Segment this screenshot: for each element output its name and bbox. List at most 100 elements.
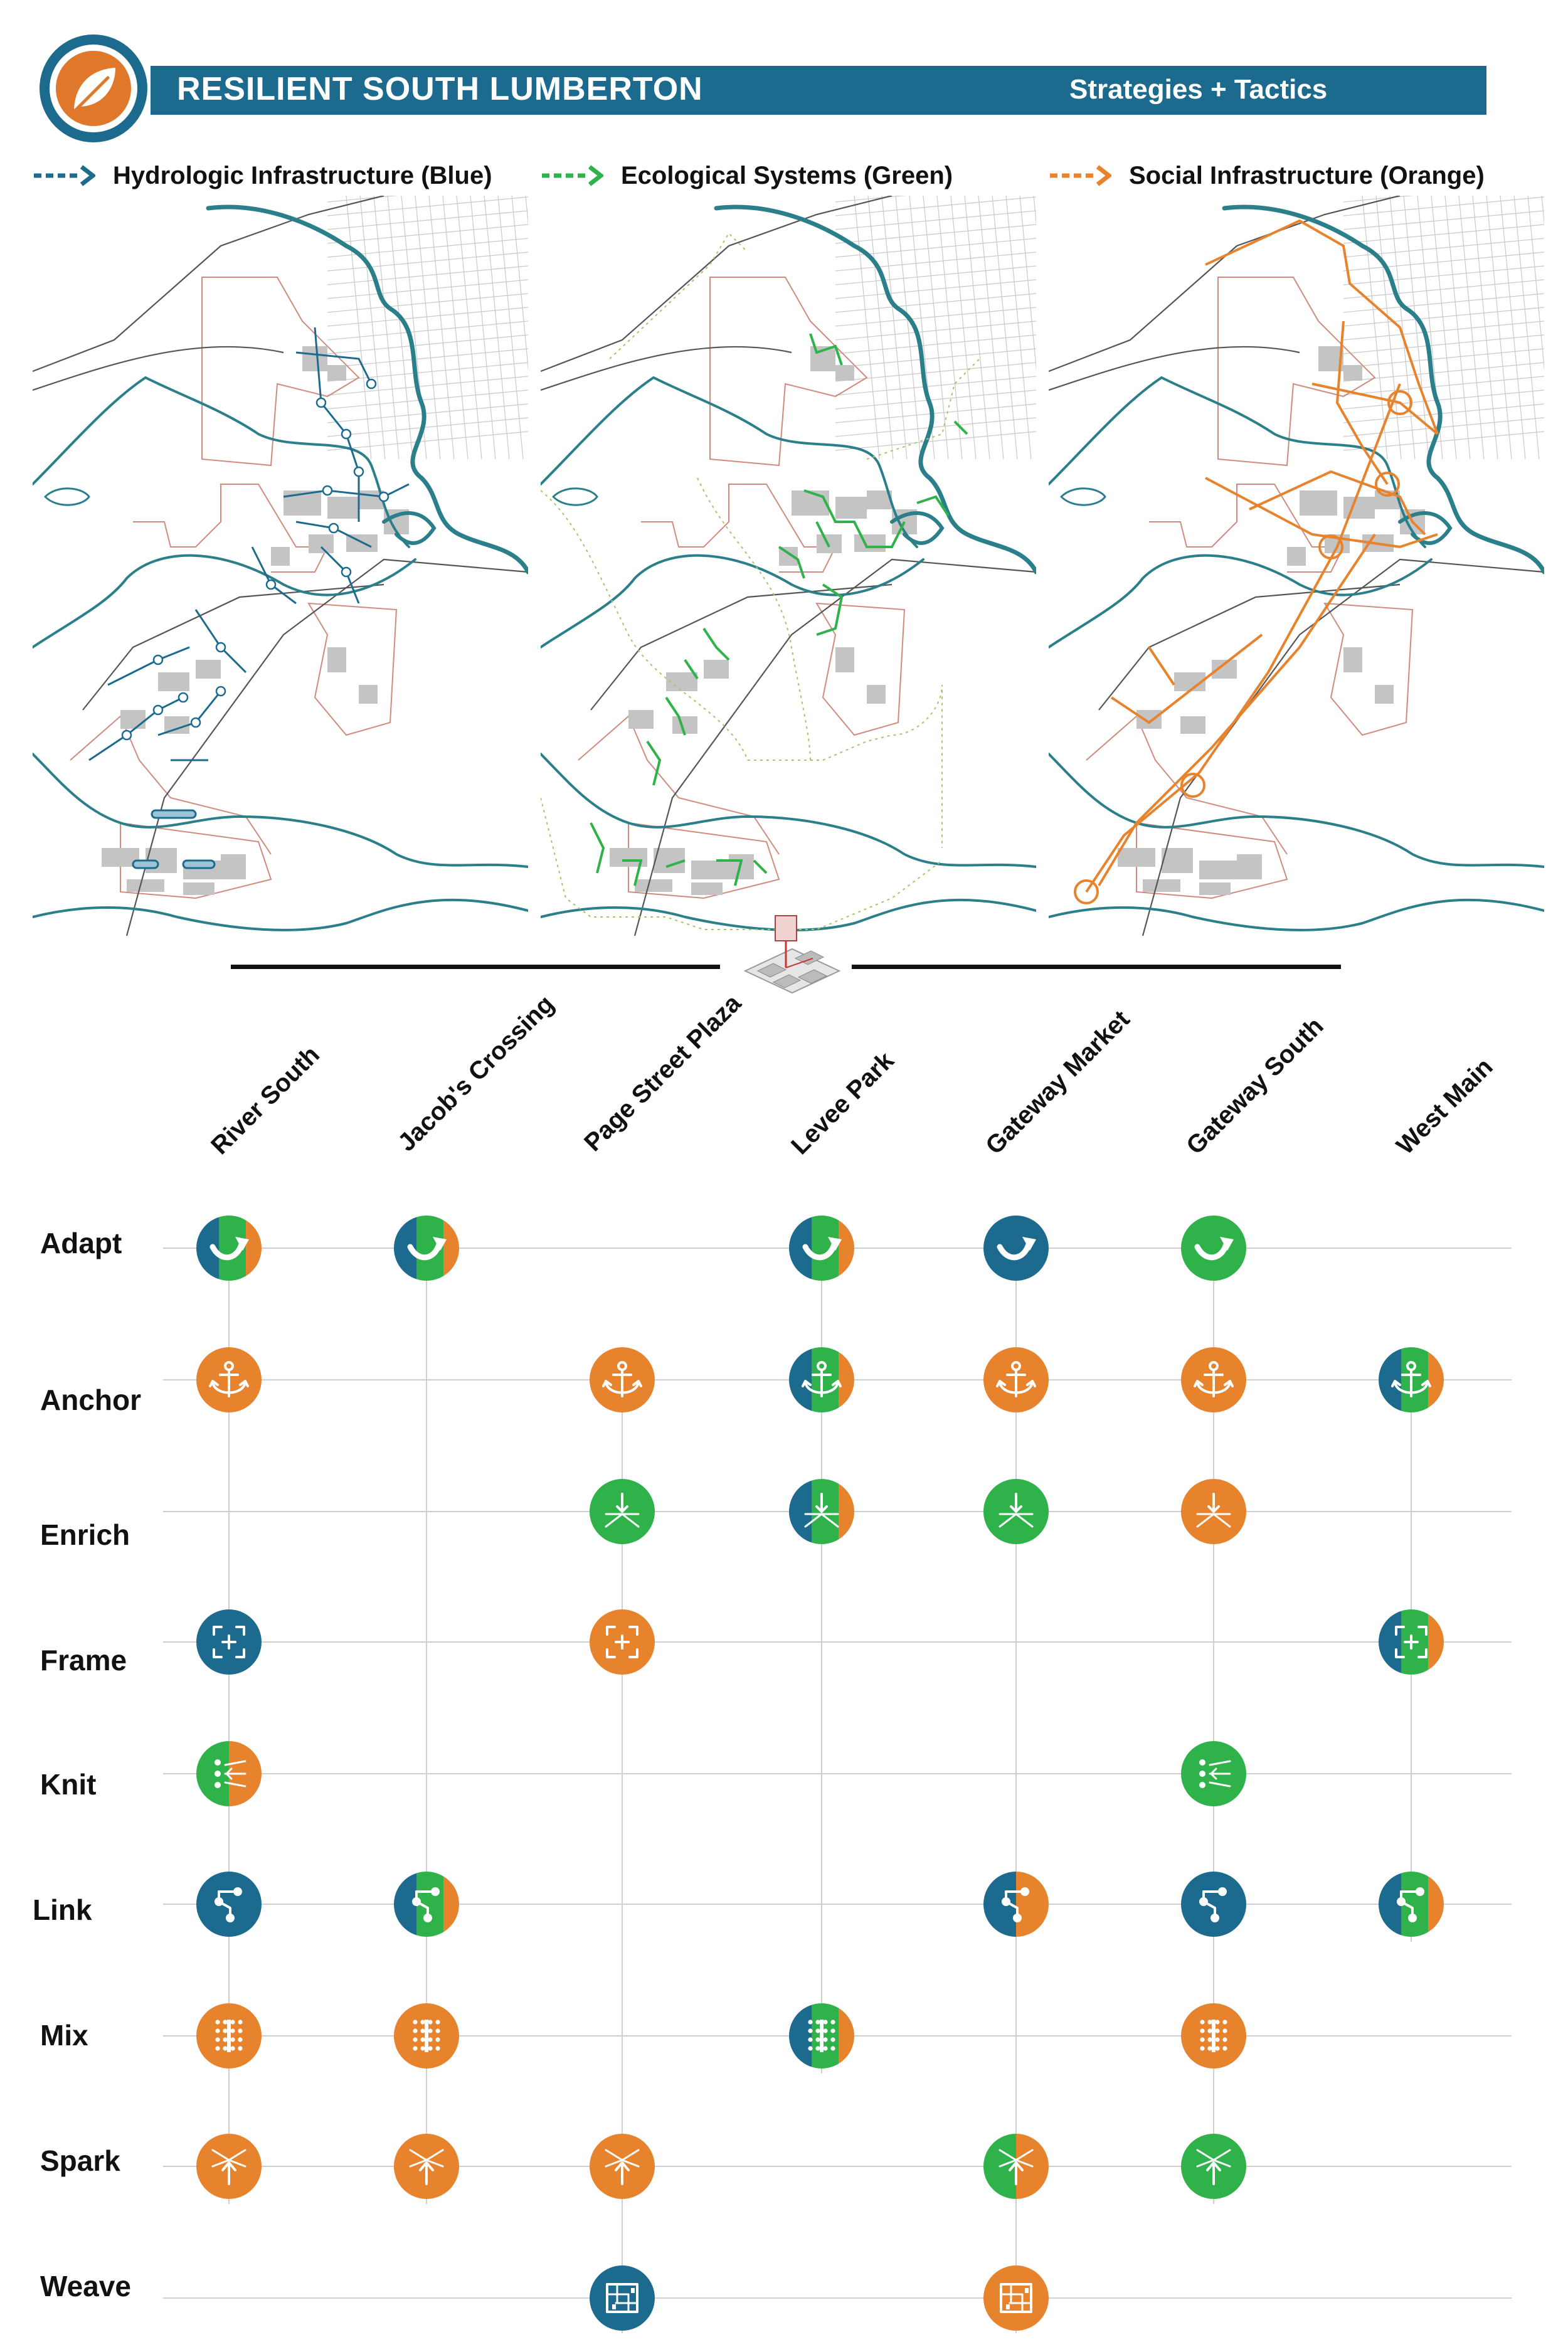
divider-line	[852, 965, 1341, 969]
dashed-arrow-icon	[542, 165, 603, 186]
strategy-link-gateway-south	[1181, 1872, 1246, 1937]
strategy-enrich-page-street-plaza	[590, 1479, 655, 1544]
link-icon	[1002, 1887, 1029, 1922]
street-grid	[327, 196, 528, 460]
enrich-icon	[999, 1493, 1034, 1528]
adapt-icon	[997, 1237, 1036, 1261]
river	[1049, 204, 1544, 931]
logo-leaf-icon	[40, 34, 147, 142]
strategy-knit-gateway-south	[1181, 1741, 1246, 1806]
adapt-icon	[209, 1237, 249, 1261]
spark-icon	[409, 2149, 444, 2185]
frame-icon	[1395, 1626, 1428, 1658]
knit-icon	[215, 1759, 246, 1788]
roads	[33, 196, 528, 936]
header-bar	[151, 66, 1486, 115]
strategy-enrich-gateway-market	[983, 1479, 1049, 1544]
strategy-spark-jacob-s-crossing	[394, 2134, 459, 2199]
row-label-spark: Spark	[40, 2144, 120, 2177]
strategy-weave-gateway-market	[983, 2265, 1049, 2331]
building-footprints	[610, 346, 917, 895]
adapt-icon	[407, 1237, 447, 1261]
strategy-knit-river-south	[196, 1741, 262, 1806]
strategy-spark-page-street-plaza	[590, 2134, 655, 2199]
link-icon	[1199, 1887, 1227, 1922]
row-label-link: Link	[33, 1894, 92, 1926]
row-label-frame: Frame	[40, 1644, 127, 1677]
divider-line	[231, 965, 720, 969]
weave-icon	[1000, 2283, 1032, 2313]
row-label-enrich: Enrich	[40, 1518, 130, 1551]
street-grid	[835, 196, 1036, 460]
green-trail	[541, 232, 980, 930]
row-label-adapt: Adapt	[40, 1227, 122, 1259]
anchor-icon	[1391, 1361, 1431, 1397]
frame-icon	[213, 1626, 245, 1658]
strategy-adapt-gateway-south	[1181, 1216, 1246, 1281]
mix-icon	[215, 2020, 243, 2052]
frame-icon	[606, 1626, 638, 1658]
strategy-link-jacob-s-crossing	[394, 1872, 459, 1937]
map-social	[1049, 196, 1544, 936]
strategy-frame-river-south	[196, 1609, 262, 1675]
rain-garden-nodes	[121, 378, 389, 741]
anchor-icon	[996, 1361, 1036, 1397]
dashed-arrow-icon	[34, 165, 95, 186]
legend-item-hydrologic: Hydrologic Infrastructure (Blue)	[33, 157, 492, 194]
legend-label: Hydrologic Infrastructure (Blue)	[113, 161, 492, 189]
district-boundary	[70, 277, 398, 899]
strategy-mix-jacob-s-crossing	[394, 2003, 459, 2069]
spark-icon	[999, 2149, 1034, 2185]
strategy-frame-west-main	[1379, 1609, 1444, 1675]
district-boundary	[578, 277, 906, 899]
strategy-anchor-west-main	[1379, 1347, 1444, 1412]
legend-item-social: Social Infrastructure (Orange)	[1049, 157, 1485, 194]
strategy-anchor-gateway-market	[983, 1347, 1049, 1412]
strategy-link-west-main	[1379, 1872, 1444, 1937]
city-block-icon	[743, 915, 841, 994]
strategy-link-river-south	[196, 1872, 262, 1937]
spark-icon	[211, 2149, 246, 2185]
row-label-anchor: Anchor	[40, 1384, 141, 1416]
row-label-mix: Mix	[40, 2019, 88, 2052]
spark-icon	[605, 2149, 640, 2185]
anchor-icon	[209, 1361, 249, 1397]
strategy-enrich-levee-park	[789, 1479, 854, 1544]
spark-icon	[1196, 2149, 1231, 2185]
strategy-mix-gateway-south	[1181, 2003, 1246, 2069]
strategy-anchor-gateway-south	[1181, 1347, 1246, 1412]
anchor-icon	[802, 1361, 842, 1397]
strategy-mix-river-south	[196, 2003, 262, 2069]
page-subtitle: Strategies + Tactics	[1069, 74, 1328, 105]
adapt-icon	[802, 1237, 842, 1261]
strategy-adapt-river-south	[196, 1216, 262, 1281]
strategy-spark-gateway-market	[983, 2134, 1049, 2199]
anchor-icon	[1194, 1361, 1234, 1397]
enrich-icon	[804, 1493, 839, 1528]
map-hydrologic	[33, 196, 528, 936]
mix-icon	[413, 2020, 440, 2052]
enrich-icon	[1196, 1493, 1231, 1528]
adapt-icon	[1194, 1237, 1234, 1261]
social-network	[1085, 219, 1439, 893]
strategy-adapt-jacob-s-crossing	[394, 1216, 459, 1281]
social-nodes	[1074, 390, 1412, 904]
legend-label: Ecological Systems (Green)	[621, 161, 953, 189]
enrich-icon	[605, 1493, 640, 1528]
street-grid	[1343, 196, 1544, 460]
mix-icon	[1200, 2020, 1227, 2052]
legend-item-ecological: Ecological Systems (Green)	[541, 157, 953, 194]
building-footprints	[1118, 346, 1425, 895]
anchor-icon	[602, 1361, 642, 1397]
map-ecological	[541, 196, 1036, 936]
dashed-arrow-icon	[1050, 165, 1111, 186]
row-label-weave: Weave	[40, 2270, 131, 2302]
page-title: RESILIENT SOUTH LUMBERTON	[177, 71, 703, 107]
weave-icon	[606, 2283, 638, 2313]
strategy-adapt-gateway-market	[983, 1216, 1049, 1281]
strategy-spark-river-south	[196, 2134, 262, 2199]
strategy-anchor-river-south	[196, 1347, 262, 1412]
strategy-weave-page-street-plaza	[590, 2265, 655, 2331]
strategy-anchor-levee-park	[789, 1347, 854, 1412]
roads	[1049, 196, 1544, 936]
